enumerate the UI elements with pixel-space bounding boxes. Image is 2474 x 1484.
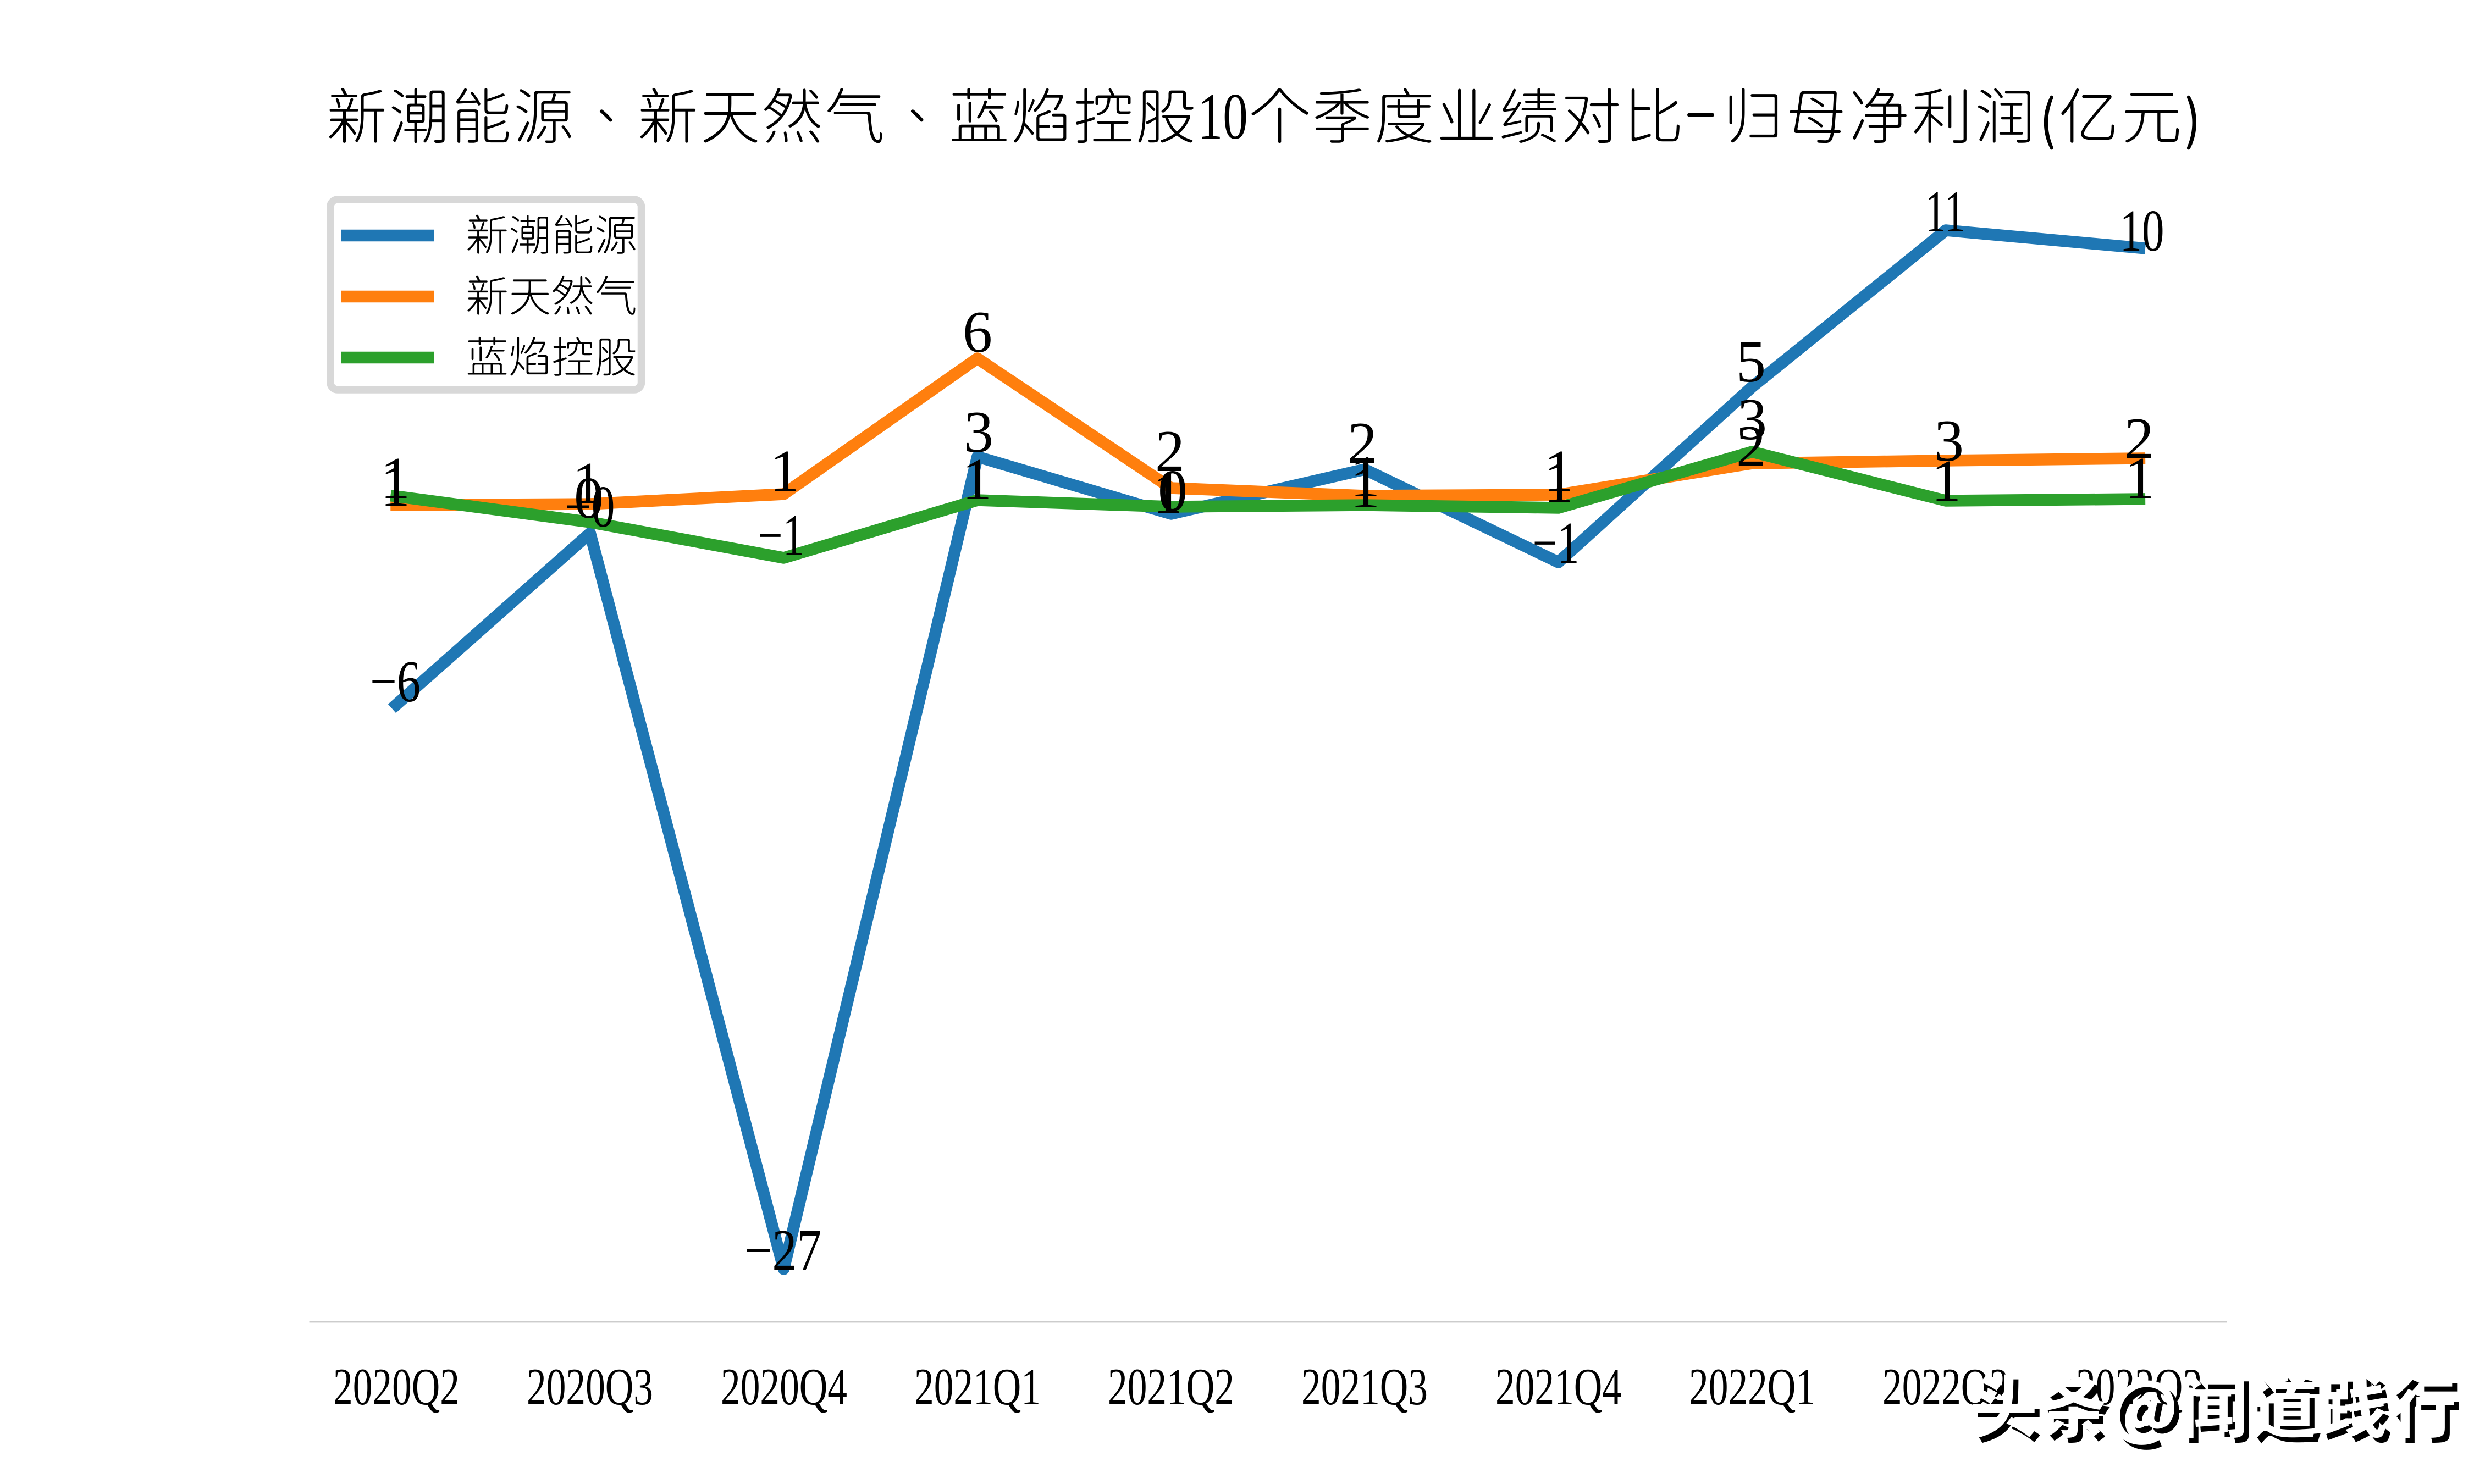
svg-text:−6: −6 xyxy=(370,649,421,715)
svg-text:2020Q4: 2020Q4 xyxy=(721,1358,847,1416)
svg-text:−1: −1 xyxy=(758,503,805,568)
svg-text:1: 1 xyxy=(380,446,410,511)
svg-text:−27: −27 xyxy=(744,1218,822,1283)
svg-text:1: 1 xyxy=(1153,461,1183,526)
svg-text:2: 2 xyxy=(1348,411,1377,476)
svg-text:1: 1 xyxy=(1544,450,1573,515)
svg-text:2021Q1: 2021Q1 xyxy=(914,1358,1041,1416)
svg-text:0: 0 xyxy=(574,466,604,531)
svg-text:2021Q2: 2021Q2 xyxy=(1108,1358,1234,1416)
svg-text:11: 11 xyxy=(1925,179,1965,245)
svg-text:1: 1 xyxy=(1544,439,1573,504)
svg-text:2: 2 xyxy=(1155,419,1185,484)
svg-text:10: 10 xyxy=(2120,198,2164,264)
svg-text:1: 1 xyxy=(2125,446,2155,511)
svg-text:0: 0 xyxy=(1158,458,1188,524)
svg-text:1: 1 xyxy=(380,453,410,519)
svg-text:1: 1 xyxy=(770,439,799,504)
svg-text:2022Q1: 2022Q1 xyxy=(1689,1358,1815,1416)
svg-text:−0: −0 xyxy=(565,474,615,540)
svg-text:1: 1 xyxy=(962,447,992,512)
svg-text:−1: −1 xyxy=(1533,511,1580,576)
svg-text:5: 5 xyxy=(1736,329,1766,395)
svg-text:3: 3 xyxy=(1934,408,1964,474)
svg-text:1: 1 xyxy=(1350,444,1380,510)
svg-text:2021Q4: 2021Q4 xyxy=(1495,1358,1622,1416)
svg-text:10: 10 xyxy=(1198,80,1248,153)
svg-text:2020Q2: 2020Q2 xyxy=(333,1358,460,1416)
svg-text:2: 2 xyxy=(1736,414,1766,479)
svg-text:6: 6 xyxy=(963,300,992,365)
svg-text:3: 3 xyxy=(964,400,993,465)
svg-text:2020Q3: 2020Q3 xyxy=(527,1358,653,1416)
svg-text:3: 3 xyxy=(1737,387,1767,452)
svg-text:2021Q3: 2021Q3 xyxy=(1301,1358,1428,1416)
svg-text:1: 1 xyxy=(1350,455,1380,520)
svg-text:2: 2 xyxy=(2124,406,2154,472)
svg-text:1: 1 xyxy=(572,451,602,516)
svg-text:1: 1 xyxy=(1931,448,1961,514)
